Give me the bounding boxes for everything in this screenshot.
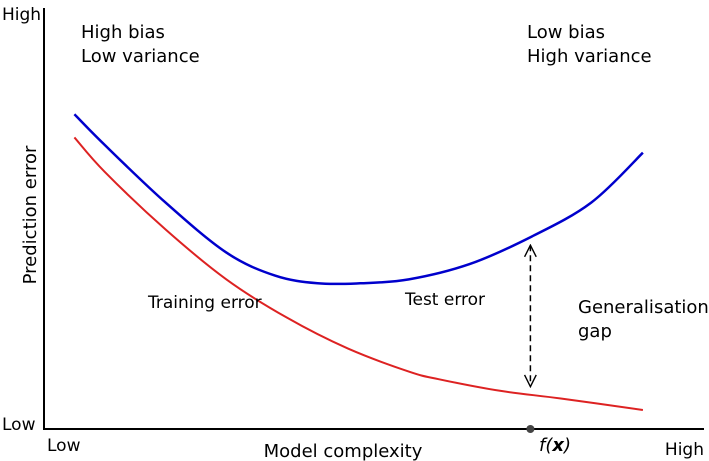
x-marker-label: f(x) bbox=[539, 435, 571, 456]
label-test-error: Test error bbox=[404, 290, 485, 310]
label-training-error: Training error bbox=[147, 293, 262, 313]
gap-x-marker bbox=[526, 425, 535, 433]
y-tick-high: High bbox=[2, 5, 41, 25]
y-axis-title: Prediction error bbox=[20, 145, 41, 284]
series-line-test-error bbox=[73, 113, 644, 286]
label-generalisation-gap: Generalisation gap bbox=[578, 297, 709, 342]
y-tick-low: Low bbox=[2, 415, 36, 435]
x-tick-high: High bbox=[665, 440, 704, 460]
x-tick-low: Low bbox=[47, 436, 81, 456]
annotation-low-bias: Low bias High variance bbox=[527, 22, 652, 67]
annotation-high-bias: High bias Low variance bbox=[81, 22, 200, 67]
series-line-training-error bbox=[73, 136, 644, 411]
x-axis-title: Model complexity bbox=[264, 441, 423, 461]
